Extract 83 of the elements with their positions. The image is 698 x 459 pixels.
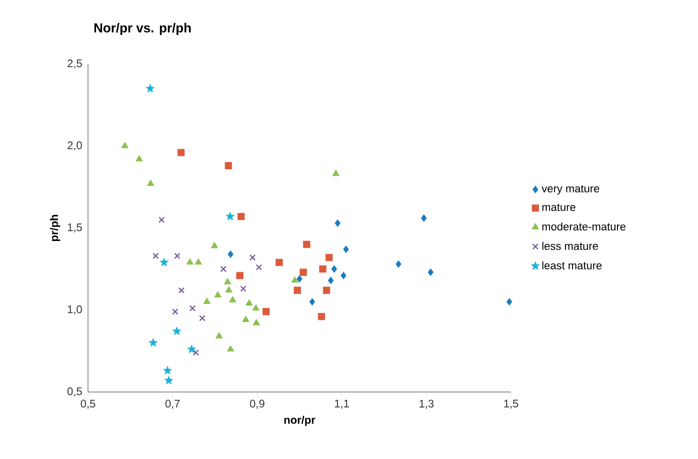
point: [328, 276, 334, 284]
point: [160, 258, 169, 266]
point: [199, 315, 206, 322]
point: [220, 266, 227, 272]
point: [194, 258, 202, 265]
point: [146, 180, 154, 186]
point: [225, 286, 233, 292]
point: [300, 268, 307, 276]
point: [252, 304, 260, 311]
legend-label: mature: [542, 204, 576, 212]
point: [428, 268, 434, 276]
point: [189, 305, 196, 312]
point: [240, 286, 246, 292]
point: [121, 142, 128, 148]
point: [187, 344, 196, 354]
y-axis-title: pr/ph: [50, 214, 60, 242]
legend-label: very mature: [542, 185, 600, 195]
point: [238, 212, 245, 220]
y-tick-label: 0,5: [67, 387, 82, 397]
point: [163, 366, 172, 374]
point: [203, 298, 211, 304]
x-tick-label: 0,7: [165, 400, 180, 409]
point: [322, 286, 330, 294]
point: [174, 252, 180, 259]
point: [164, 376, 174, 384]
point: [224, 278, 232, 284]
point: [420, 214, 427, 222]
point: [326, 254, 333, 262]
point: [186, 258, 194, 265]
point: [146, 84, 155, 92]
chart-title: Nor/pr vs. pr/ph: [94, 22, 191, 36]
point: [214, 291, 222, 298]
point: [158, 216, 165, 223]
point: [296, 275, 302, 283]
point: [303, 240, 310, 248]
point: [172, 326, 182, 336]
point: [148, 338, 158, 347]
point: [256, 264, 262, 270]
x-tick-label: 1,5: [504, 400, 518, 409]
point: [309, 298, 316, 306]
point: [396, 260, 402, 268]
point: [178, 287, 185, 294]
y-tick-label: 1,0: [68, 305, 82, 315]
point: [318, 312, 326, 320]
legend-label: less mature: [542, 242, 598, 250]
point: [210, 242, 218, 248]
point: [136, 154, 143, 162]
x-tick-label: 1,1: [335, 400, 349, 409]
point: [343, 246, 349, 254]
point: [319, 265, 326, 273]
point: [229, 296, 236, 302]
point: [276, 258, 283, 266]
y-tick-label: 2,5: [68, 59, 82, 69]
point: [332, 170, 340, 176]
x-tick-label: 0,9: [250, 400, 264, 409]
point: [246, 299, 253, 306]
point: [294, 286, 301, 294]
point: [236, 272, 244, 280]
point: [226, 345, 234, 352]
point: [334, 219, 340, 227]
point: [192, 349, 200, 356]
x-axis-title: nor/pr: [284, 416, 316, 426]
legend-label: least mature: [542, 261, 602, 270]
point: [215, 332, 223, 338]
point: [249, 254, 256, 261]
y-tick-label: 1,5: [68, 224, 82, 232]
point: [506, 298, 512, 306]
x-tick-label: 0,5: [80, 400, 96, 409]
point: [242, 316, 250, 322]
point: [291, 276, 299, 283]
y-tick-label: 2,0: [68, 141, 82, 151]
point: [331, 265, 338, 273]
point: [177, 148, 185, 156]
point: [340, 272, 346, 280]
point: [262, 308, 270, 316]
point: [226, 212, 235, 220]
point: [152, 252, 159, 259]
point: [252, 318, 260, 326]
point: [172, 308, 178, 315]
point: [228, 250, 234, 258]
x-tick-label: 1,3: [420, 400, 434, 409]
legend-label: moderate-mature: [542, 222, 626, 230]
point: [224, 162, 232, 170]
